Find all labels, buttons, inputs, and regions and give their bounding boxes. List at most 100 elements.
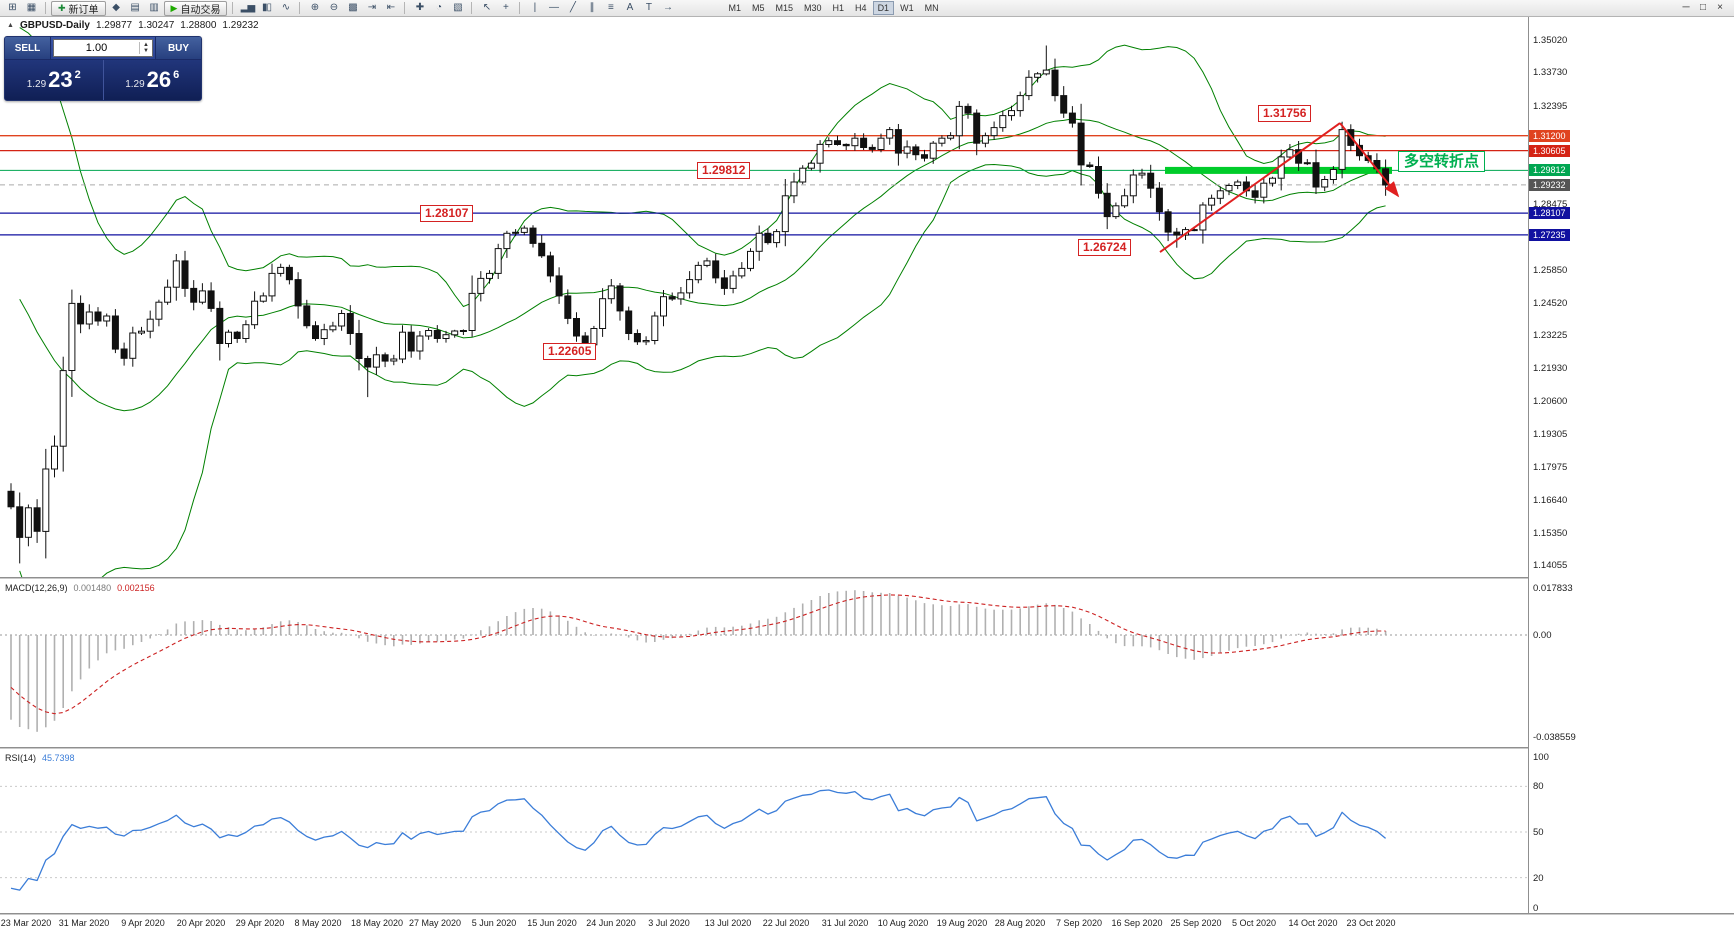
price-axis-label: 1.32395	[1533, 101, 1568, 112]
horizontal-line-icon[interactable]: —	[548, 1, 559, 13]
macd-label: MACD(12,26,9) 0.001480 0.002156	[5, 583, 155, 593]
date-axis-label: 5 Jun 2020	[471, 918, 517, 928]
date-axis-label: 15 Jun 2020	[527, 918, 577, 928]
rsi-panel-separator[interactable]	[0, 747, 1734, 749]
price-tag: 1.28107	[1529, 207, 1570, 219]
zoom-out-icon[interactable]: ⊖	[329, 1, 338, 13]
line-chart-icon[interactable]: ∿	[281, 1, 290, 13]
new-order-button[interactable]: ✚ 新订单	[51, 0, 106, 16]
price-axis-border	[1528, 17, 1529, 913]
trendline-icon[interactable]: ╱	[569, 1, 576, 13]
trend-lines[interactable]	[1159, 122, 1400, 253]
price-axis-label: 1.24520	[1533, 298, 1568, 309]
lot-increase-button[interactable]: ▲	[143, 42, 149, 48]
auto-trading-icon: ▶	[170, 2, 178, 13]
rsi-canvas	[0, 785, 1528, 891]
tile-windows-icon[interactable]: ▩	[348, 1, 357, 13]
timeframe-toolbar: M1 M5 M15 M30 H1 H4 D1 W1 MN	[723, 1, 943, 15]
templates-icon[interactable]: ▧	[453, 1, 462, 13]
timeframe-m15[interactable]: M15	[771, 1, 799, 15]
timeframe-m1[interactable]: M1	[723, 1, 746, 15]
timeframe-m30[interactable]: M30	[799, 1, 827, 15]
date-axis-label: 13 Jul 2020	[704, 918, 752, 928]
price-axis-label: 1.28475	[1533, 199, 1568, 210]
date-axis-label: 27 May 2020	[408, 918, 462, 928]
ohlc-low: 1.28800	[180, 20, 217, 31]
timeframe-mn[interactable]: MN	[920, 1, 944, 15]
date-axis-label: 31 Jul 2020	[821, 918, 869, 928]
macd-signal-line	[10, 594, 1386, 715]
cursor-icon[interactable]: ↖	[482, 1, 491, 13]
indicators-icon[interactable]: ✚	[415, 1, 424, 13]
date-axis-label: 29 Apr 2020	[235, 918, 285, 928]
timeframe-w1[interactable]: W1	[895, 1, 919, 15]
sell-price[interactable]: 1.29 23 2	[5, 60, 104, 100]
macd-panel-separator[interactable]	[0, 577, 1734, 579]
toolbar-separator	[404, 2, 406, 14]
ohlc-high: 1.30247	[138, 20, 175, 31]
fibonacci-icon[interactable]: ≡	[608, 1, 614, 13]
auto-scroll-icon[interactable]: ⇥	[367, 1, 376, 13]
timeframe-d1[interactable]: D1	[872, 1, 895, 15]
zoom-in-icon[interactable]: ⊕	[310, 1, 319, 13]
macd-canvas	[0, 590, 1528, 732]
price-axis-label: 1.17975	[1533, 462, 1568, 473]
date-axis-label: 10 Aug 2020	[877, 918, 929, 928]
date-axis-label: 24 Jun 2020	[586, 918, 636, 928]
chart-shift-icon[interactable]: ⇤	[386, 1, 395, 13]
date-axis-label: 25 Sep 2020	[1170, 918, 1222, 928]
buy-button[interactable]: BUY	[155, 37, 201, 59]
symbol-title: GBPUSD-Daily	[19, 20, 90, 31]
date-axis-label: 23 Oct 2020	[1346, 918, 1396, 928]
macd-axis-label: -0.038559	[1533, 732, 1576, 743]
sell-button[interactable]: SELL	[5, 37, 51, 59]
timeframe-h4[interactable]: H4	[850, 1, 872, 15]
date-axis-label: 20 Apr 2020	[176, 918, 226, 928]
profiles-icon[interactable]: ▦	[26, 1, 36, 13]
new-order-icon: ✚	[58, 2, 66, 13]
price-axis-label: 1.19305	[1533, 429, 1568, 440]
periods-icon[interactable]: ◔	[435, 1, 442, 13]
date-axis-label: 28 Aug 2020	[994, 918, 1046, 928]
price-axis-label: 1.20600	[1533, 396, 1568, 407]
close-button[interactable]: ×	[1717, 1, 1723, 13]
price-axis-label: 1.14055	[1533, 560, 1568, 571]
timeframe-m5[interactable]: M5	[747, 1, 770, 15]
candlestick-chart-icon[interactable]: ▮▯	[261, 1, 272, 13]
bar-chart-icon[interactable]: ▂▅	[240, 1, 255, 13]
rsi-axis-label: 80	[1533, 781, 1544, 792]
timeframe-h1[interactable]: H1	[828, 1, 850, 15]
price-axis-label: 1.25850	[1533, 265, 1568, 276]
restore-button[interactable]: □	[1699, 1, 1706, 13]
price-axis-label: 1.23225	[1533, 330, 1568, 341]
buy-price[interactable]: 1.29 26 6	[125, 67, 180, 92]
horizontal-lines[interactable]	[0, 134, 1528, 236]
lot-decrease-button[interactable]: ▼	[143, 48, 149, 54]
rsi-axis-label: 20	[1533, 873, 1544, 884]
rsi-axis-label: 50	[1533, 827, 1544, 838]
candles-layer	[7, 45, 1390, 564]
toolbar-separator	[519, 2, 521, 14]
arrows-icon[interactable]: →	[662, 1, 673, 13]
vertical-line-icon[interactable]: |	[533, 1, 537, 13]
channel-icon[interactable]: ∥	[589, 1, 594, 13]
lot-size-input[interactable]	[54, 41, 139, 55]
auto-trading-button[interactable]: ▶ 自动交易	[163, 0, 228, 16]
date-axis-separator	[0, 913, 1734, 915]
data-window-icon[interactable]: ▥	[149, 1, 158, 13]
price-axis-label: 1.21930	[1533, 363, 1568, 374]
market-watch-icon[interactable]: ▤	[130, 1, 139, 13]
date-axis-label: 18 May 2020	[350, 918, 404, 928]
toolbar-separator	[299, 2, 301, 14]
price-axis-label: 1.33730	[1533, 67, 1568, 78]
minimize-button[interactable]: ─	[1682, 1, 1689, 13]
label-icon[interactable]: T	[645, 1, 652, 13]
new-chart-icon[interactable]: ⊞	[8, 1, 16, 13]
text-icon[interactable]: A	[626, 1, 634, 13]
bollinger-bands	[19, 27, 1386, 577]
expert-advisors-icon[interactable]: ◆	[112, 1, 120, 13]
one-click-collapse-icon[interactable]: ▲	[7, 22, 14, 29]
macd-axis-label: 0.00	[1533, 630, 1552, 641]
chart-header: ▲ GBPUSD-Daily 1.29877 1.30247 1.28800 1…	[7, 20, 259, 31]
crosshair-icon[interactable]: +	[503, 1, 509, 13]
